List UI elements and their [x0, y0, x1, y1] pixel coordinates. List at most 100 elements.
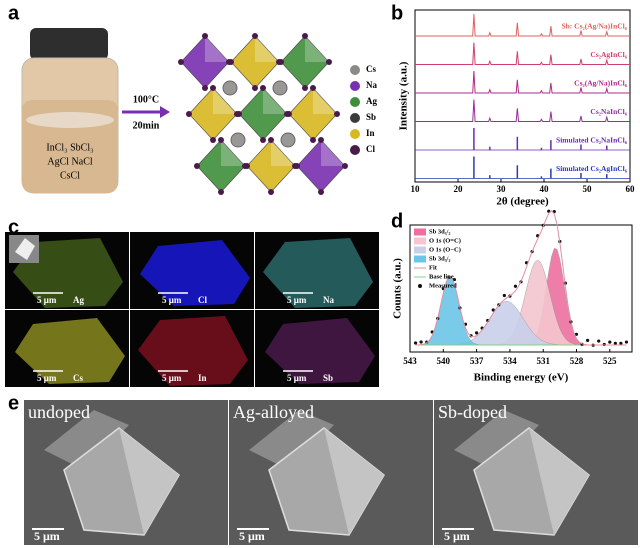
atom — [244, 163, 250, 169]
atom — [252, 85, 258, 91]
measured-point — [597, 339, 601, 343]
x-tick-label: 50 — [583, 184, 593, 194]
trace-label: Cs₂AgInCl₆ — [590, 50, 627, 59]
legend-label: O 1s (O=C) — [429, 237, 461, 244]
atom — [236, 111, 242, 117]
vial-text: AgCl NaCl — [47, 156, 93, 167]
legend-label: Fit — [429, 264, 438, 271]
element-map — [265, 318, 375, 384]
crystal — [249, 410, 334, 470]
xrd-trace — [415, 70, 630, 94]
legend-ball — [350, 145, 360, 155]
element-label: Na — [323, 295, 334, 305]
image-caption: Ag-alloyed — [233, 402, 314, 422]
measured-point — [491, 308, 495, 312]
octahedron-face — [313, 88, 337, 114]
atom — [302, 85, 308, 91]
atom — [280, 132, 296, 148]
measured-point — [613, 341, 617, 345]
element-map — [13, 238, 123, 308]
vial-text: CsCl — [60, 170, 80, 181]
measured-point — [586, 338, 590, 342]
measured-point — [619, 341, 623, 345]
panel-label: b — [391, 2, 403, 24]
panel-label: c — [8, 216, 19, 238]
arrow-head — [160, 106, 170, 118]
legend-label: In — [366, 128, 375, 138]
atom — [272, 80, 288, 96]
condition: 20min — [133, 120, 160, 131]
octahedron-face — [305, 36, 329, 62]
element-label: Sb — [323, 373, 333, 383]
x-tick-label: 30 — [497, 184, 507, 194]
measured-point — [452, 277, 456, 282]
vial-text: InCl₃ SbCl₃ — [46, 142, 93, 153]
panel-label: e — [8, 392, 19, 414]
legend-ball — [350, 113, 360, 123]
measured-point — [502, 293, 506, 298]
atom — [218, 137, 224, 143]
atom — [252, 33, 258, 39]
atom — [260, 137, 266, 143]
legend-ball — [350, 97, 360, 107]
atom — [222, 80, 238, 96]
xrd-trace — [415, 99, 630, 122]
octahedron-face — [321, 140, 345, 166]
atom — [310, 85, 316, 91]
legend-label: Cl — [366, 144, 375, 154]
x-tick-label: 540 — [437, 356, 451, 366]
measured-point — [608, 340, 612, 344]
measured-point — [624, 340, 629, 344]
atom — [310, 137, 316, 143]
atom — [178, 59, 184, 65]
atom — [230, 132, 246, 148]
legend-label: Sb — [366, 112, 376, 122]
panel-label: a — [8, 2, 20, 24]
measured-point — [602, 342, 606, 347]
x-tick-label: 534 — [503, 356, 517, 366]
legend-swatch — [414, 228, 426, 236]
legend-ball — [350, 65, 360, 75]
x-axis-label: 2θ (degree) — [496, 196, 549, 208]
atom — [342, 163, 348, 169]
x-tick-label: 525 — [603, 356, 617, 366]
scale-label: 5 μm — [37, 373, 57, 383]
scale-label: 5 μm — [162, 373, 182, 383]
element-label: In — [198, 373, 207, 383]
legend-swatch — [414, 237, 426, 245]
atom — [228, 59, 234, 65]
y-axis-label: Intensity (a.u.) — [398, 61, 410, 130]
element-map — [138, 316, 248, 386]
xrd-trace — [415, 13, 630, 37]
legend-label: O 1s (O−C) — [429, 246, 461, 253]
trace-label: Cs₂NaInCl₆ — [590, 107, 627, 116]
trace-label: Sb: Cs₂(Ag/Na)InCl₆ — [561, 22, 627, 31]
plot-frame — [409, 224, 633, 353]
image-caption: Sb-doped — [438, 402, 507, 422]
octahedron-face — [255, 36, 279, 62]
legend-swatch — [414, 255, 426, 263]
measured-point — [574, 332, 579, 336]
atom — [186, 111, 192, 117]
y-axis-label: Counts (a.u.) — [392, 258, 404, 319]
crystal-face — [324, 428, 384, 535]
atom — [318, 137, 324, 143]
legend-label: Base line — [429, 273, 454, 280]
atom — [202, 33, 208, 39]
element-map — [263, 238, 373, 308]
octahedron-face — [271, 140, 295, 166]
legend-label: Sb 3d₃/₂ — [429, 255, 450, 262]
atom — [326, 59, 332, 65]
atom — [294, 163, 300, 169]
x-tick-label: 537 — [470, 356, 484, 366]
legend-ball — [350, 129, 360, 139]
x-tick-label: 531 — [536, 356, 550, 366]
element-map — [140, 240, 250, 306]
x-tick-label: 60 — [626, 184, 636, 194]
octahedron-face — [205, 36, 229, 62]
scale-label: 5 μm — [287, 373, 307, 383]
legend-label: Na — [366, 80, 377, 90]
atom — [218, 189, 224, 195]
atom — [318, 189, 324, 195]
trace-label: Simulated Cs₂NaInCl₆ — [556, 136, 628, 145]
